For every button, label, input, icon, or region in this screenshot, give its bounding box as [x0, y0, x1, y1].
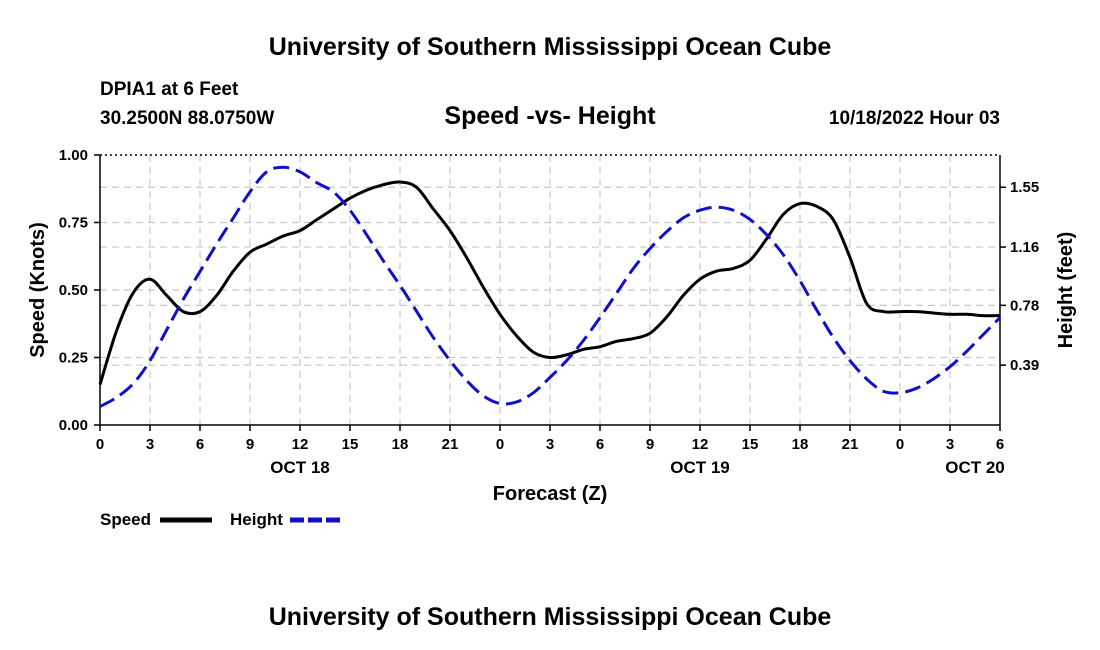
chart-title: Speed -vs- Height: [444, 102, 656, 130]
x-tick-label: 9: [246, 436, 254, 453]
y2-tick-label: 1.55: [1010, 179, 1039, 196]
x-tick-label: 9: [646, 436, 654, 453]
x-axis-label: Forecast (Z): [493, 483, 607, 505]
date-label: OCT 20: [945, 458, 1005, 477]
x-tick-label: 21: [842, 436, 859, 453]
x-tick-label: 15: [742, 436, 759, 453]
footer-title: University of Southern Mississippi Ocean…: [269, 603, 832, 631]
x-tick-label: 0: [96, 436, 104, 453]
y-tick-label: 0.50: [59, 282, 88, 299]
x-tick-label: 6: [596, 436, 604, 453]
x-tick-label: 12: [292, 436, 309, 453]
x-tick-label: 3: [146, 436, 154, 453]
legend-speed-label: Speed: [100, 510, 151, 529]
date-label: OCT 18: [270, 458, 330, 477]
x-tick-label: 18: [792, 436, 809, 453]
height-series-line: [99, 165, 1002, 408]
x-tick-label: 18: [392, 436, 409, 453]
y-axis-label: Speed (Knots): [27, 222, 49, 358]
y2-tick-label: 0.39: [1010, 357, 1039, 374]
x-tick-label: 6: [996, 436, 1004, 453]
grid-lines: [100, 155, 1000, 425]
x-tick-label: 15: [342, 436, 359, 453]
y2-tick-label: 0.78: [1010, 297, 1039, 314]
x-tick-label: 0: [896, 436, 904, 453]
y-tick-label: 1.00: [59, 147, 88, 164]
speed-series-line: [98, 180, 1001, 385]
x-tick-label: 21: [442, 436, 459, 453]
x-tick-label: 3: [546, 436, 554, 453]
axis-ticks: 0 3 6 9 12 15 18 21 0 3 6 9 12 15 18 21 0 3 6 OCT 18 OCT 19 O…: [59, 147, 1039, 477]
data-series: [98, 165, 1002, 408]
date-label: OCT 19: [670, 458, 730, 477]
y-tick-label: 0.00: [59, 417, 88, 434]
main-title: University of Southern Mississippi Ocean…: [269, 33, 832, 61]
legend-height-label: Height: [230, 510, 283, 529]
legend: Speed Height: [100, 510, 342, 529]
y-tick-label: 0.25: [59, 350, 88, 367]
x-tick-label: 0: [496, 436, 504, 453]
coordinates-label: 30.2500N 88.0750W: [100, 108, 274, 129]
x-tick-label: 3: [946, 436, 954, 453]
station-label: DPIA1 at 6 Feet: [100, 79, 239, 100]
y2-tick-label: 1.16: [1010, 239, 1039, 256]
datetime-label: 10/18/2022 Hour 03: [829, 108, 1000, 129]
y2-axis-label: Height (feet): [1055, 232, 1077, 349]
y-tick-label: 0.75: [59, 215, 88, 232]
x-tick-label: 12: [692, 436, 709, 453]
x-tick-label: 6: [196, 436, 204, 453]
